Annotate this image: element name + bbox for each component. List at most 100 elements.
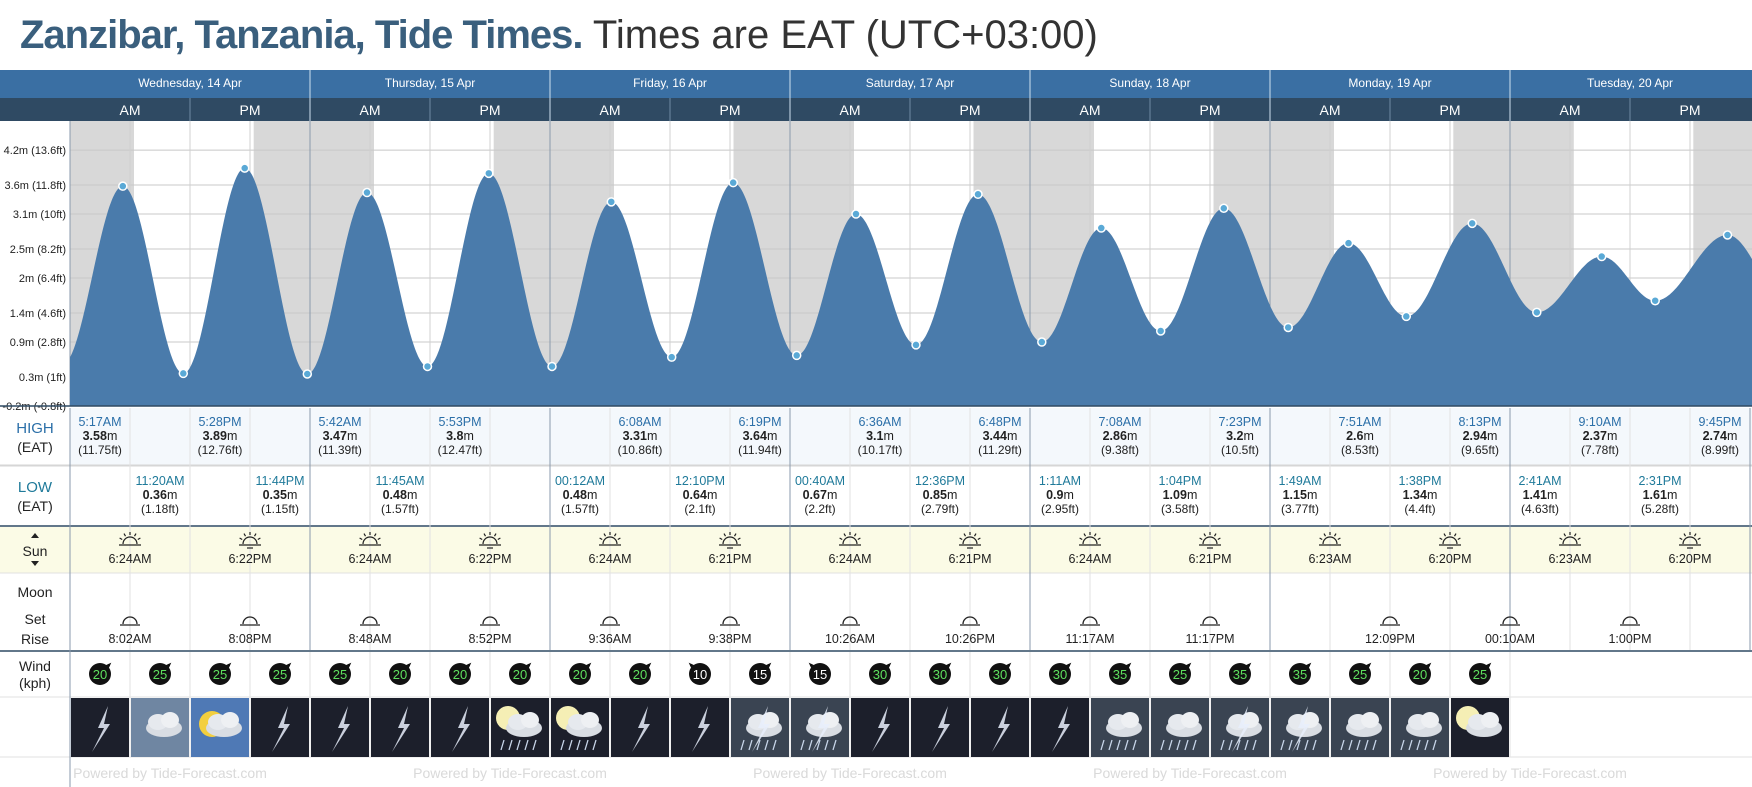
moonrise-time: 1:00PM bbox=[1608, 632, 1651, 646]
weather-icon-thunderstorm bbox=[611, 698, 669, 757]
moonrise-time: 9:36AM bbox=[588, 632, 631, 646]
moonrise-icon bbox=[600, 616, 620, 626]
moonrise-icon bbox=[1080, 616, 1100, 626]
tide-height-ft: (11.29ft) bbox=[978, 443, 1022, 457]
weather-icon-rain-cloud bbox=[1271, 698, 1329, 757]
high-tide-point bbox=[1096, 223, 1107, 233]
tide-height-ft: (10.86ft) bbox=[618, 443, 663, 457]
sunrise-icon bbox=[359, 532, 381, 546]
high-tide-time: 6:48PM bbox=[978, 415, 1021, 429]
sunrise-time: 6:23AM bbox=[1308, 552, 1351, 566]
watermark: Powered by Tide-Forecast.com bbox=[1093, 765, 1287, 781]
tide-height-ft: (2.2ft) bbox=[804, 502, 835, 516]
wind-speed: 25 bbox=[1473, 667, 1487, 682]
weather-icon-thunderstorm bbox=[431, 698, 489, 757]
tide-height-ft: (4.4ft) bbox=[1404, 502, 1435, 516]
moonrise-icon bbox=[1380, 616, 1400, 626]
y-tick-label: 0.9m (2.8ft) bbox=[10, 337, 66, 349]
tide-height-ft: (11.94ft) bbox=[738, 443, 782, 457]
low-tide-time: 1:04PM bbox=[1158, 474, 1201, 488]
low-tide-time: 12:10PM bbox=[675, 474, 725, 488]
tide-height-ft: (1.15ft) bbox=[261, 502, 299, 516]
weather-icon-night-moon-rain bbox=[551, 698, 609, 757]
sun-row-bg bbox=[0, 527, 1752, 573]
high-tide-time: 5:28PM bbox=[198, 415, 241, 429]
high-tide-height: 3.31m bbox=[623, 429, 658, 443]
sunrise-time: 6:24AM bbox=[588, 552, 631, 566]
weather-icon-heavy-rain bbox=[1391, 698, 1449, 757]
tide-height-ft: (5.28ft) bbox=[1641, 502, 1679, 516]
moonset-time: 9:38PM bbox=[708, 632, 751, 646]
high-tide-height: 3.8m bbox=[446, 429, 474, 443]
sun-label: Sun bbox=[23, 543, 48, 559]
moonset-icon bbox=[960, 616, 980, 626]
moonset-time: 8:52PM bbox=[468, 632, 511, 646]
location-title: Zanzibar, Tanzania, Tide Times. bbox=[20, 13, 584, 57]
wind-indicator: 10 bbox=[688, 662, 711, 685]
wind-speed: 20 bbox=[453, 667, 467, 682]
wind-indicator: 30 bbox=[929, 662, 952, 685]
day-label: Thursday, 15 Apr bbox=[385, 76, 476, 90]
weather-icon-heavy-rain bbox=[1091, 698, 1149, 757]
sunrise-time: 6:24AM bbox=[108, 552, 151, 566]
wind-indicator: 25 bbox=[209, 662, 232, 685]
ampm-label: AM bbox=[360, 102, 381, 118]
wind-indicator: 20 bbox=[1409, 662, 1432, 685]
high-tide-point bbox=[239, 163, 250, 173]
high-tide-time: 6:36AM bbox=[858, 415, 901, 429]
low-tide-time: 2:41AM bbox=[1518, 474, 1561, 488]
wind-speed: 10 bbox=[693, 667, 707, 682]
y-tick-label: 3.6m (11.8ft) bbox=[4, 180, 66, 192]
sunrise-time: 6:24AM bbox=[1068, 552, 1111, 566]
low-tide-height: 0.36m bbox=[143, 488, 178, 502]
wind-indicator: 20 bbox=[629, 662, 652, 685]
sunset-icon bbox=[959, 532, 981, 549]
weather-icon-thunderstorm bbox=[311, 698, 369, 757]
moonset-time: 00:10AM bbox=[1485, 632, 1535, 646]
y-tick-label: 2m (6.4ft) bbox=[19, 273, 66, 285]
wind-indicator: 20 bbox=[389, 662, 412, 685]
weather-icon-rain-cloud bbox=[791, 698, 849, 757]
high-tide-point bbox=[1596, 251, 1607, 262]
wind-speed: 25 bbox=[153, 667, 167, 682]
high-tide-height: 2.74m bbox=[1703, 429, 1738, 443]
ampm-label: AM bbox=[840, 102, 861, 118]
low-tide-point bbox=[547, 361, 557, 372]
page-title: Zanzibar, Tanzania, Tide Times. Times ar… bbox=[20, 10, 1098, 60]
wind-indicator: 15 bbox=[808, 662, 831, 685]
high-tide-height: 2.37m bbox=[1583, 429, 1618, 443]
wind-indicator: 30 bbox=[1049, 662, 1072, 685]
sunrise-time: 6:24AM bbox=[348, 552, 391, 566]
sunset-icon bbox=[1199, 532, 1221, 549]
y-tick-label: 4.2m (13.6ft) bbox=[4, 145, 66, 157]
day-header-bar bbox=[0, 70, 1752, 98]
wind-indicator: 20 bbox=[569, 662, 592, 685]
tide-height-ft: (8.99ft) bbox=[1701, 443, 1739, 457]
high-eat-label: (EAT) bbox=[17, 439, 53, 455]
wind-speed: 15 bbox=[813, 667, 827, 682]
low-tide-height: 0.9m bbox=[1046, 488, 1074, 502]
high-tide-time: 5:42AM bbox=[318, 415, 361, 429]
moonrise-time: 8:02AM bbox=[108, 632, 151, 646]
wind-speed: 35 bbox=[1293, 667, 1307, 682]
sunset-icon bbox=[479, 532, 501, 549]
wind-indicator: 35 bbox=[1229, 662, 1252, 685]
sunset-time: 6:20PM bbox=[1668, 552, 1711, 566]
high-tide-time: 9:45PM bbox=[1698, 415, 1741, 429]
wind-indicator: 25 bbox=[1349, 662, 1372, 685]
low-tide-time: 11:44PM bbox=[255, 474, 304, 488]
sunrise-icon bbox=[1559, 532, 1581, 546]
low-tide-point bbox=[666, 352, 677, 362]
low-tide-time: 2:31PM bbox=[1638, 474, 1681, 488]
day-label: Saturday, 17 Apr bbox=[866, 76, 955, 90]
wind-speed: 25 bbox=[333, 667, 347, 682]
moonrise-icon bbox=[1620, 616, 1640, 626]
high-tide-time: 5:17AM bbox=[78, 415, 121, 429]
high-tide-time: 6:19PM bbox=[738, 415, 781, 429]
wind-indicator: 25 bbox=[329, 662, 352, 685]
low-tide-point bbox=[1532, 307, 1542, 318]
weather-icon-heavy-rain bbox=[1331, 698, 1389, 757]
sunset-icon bbox=[1679, 532, 1701, 549]
wind-speed: 35 bbox=[1233, 667, 1247, 682]
